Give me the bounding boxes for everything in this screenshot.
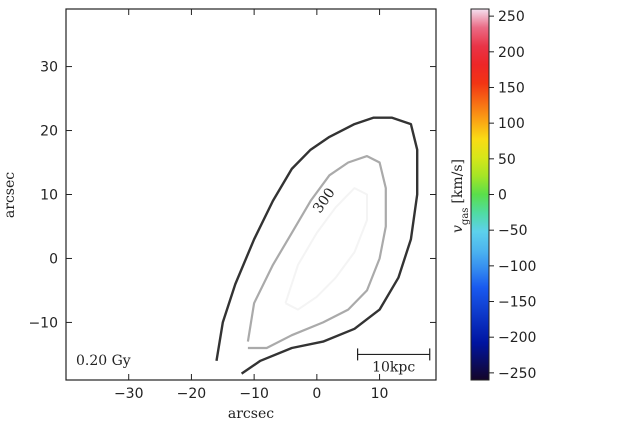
plot-area: −30 −20 −10 0 10 −10 0 10 20 30 30 0 0.20 Gy 10kp… bbox=[28, 8, 437, 402]
colorbar-label-unit: [km/s] bbox=[450, 159, 466, 204]
colorbar-tick-label: 0 bbox=[498, 188, 507, 204]
colorbar-tick-label: 200 bbox=[498, 45, 525, 61]
colorbar-tick-label: 250 bbox=[498, 9, 525, 25]
colorbar-tick-label: 50 bbox=[498, 152, 516, 168]
y-tick-label: 30 bbox=[40, 60, 58, 76]
colorbar-label-sub: gas bbox=[460, 208, 471, 226]
y-tick-label: 20 bbox=[40, 124, 58, 140]
colorbar-tick-label: −250 bbox=[498, 366, 536, 382]
colorbar: 250 200 150 100 50 0 −50 −100 −150 −200 −250 vgas [… bbox=[450, 8, 536, 382]
y-tick-label: 0 bbox=[49, 251, 58, 267]
colorbar-ticks: 250 200 150 100 50 0 −50 −100 −150 −200 −250 bbox=[489, 9, 536, 382]
contour-white bbox=[284, 187, 368, 311]
contour-white-small bbox=[338, 209, 353, 228]
colorbar-tick-label: 150 bbox=[498, 80, 525, 96]
colorbar-tick-label: −50 bbox=[498, 223, 528, 239]
x-tick-label: −30 bbox=[114, 386, 144, 402]
x-tick-label: −10 bbox=[239, 386, 269, 402]
y-axis-ticks: −10 0 10 20 30 bbox=[28, 60, 436, 331]
x-axis-ticks: −30 −20 −10 0 10 bbox=[114, 9, 389, 402]
y-tick-label: 10 bbox=[40, 188, 58, 204]
colorbar-gradient bbox=[470, 8, 490, 381]
colorbar-tick-label: −200 bbox=[498, 330, 536, 346]
colorbar-tick-label: −150 bbox=[498, 295, 536, 311]
colorbar-tick-label: −100 bbox=[498, 259, 536, 275]
scale-bar: 10kpc bbox=[357, 348, 431, 375]
contour-light bbox=[246, 155, 387, 350]
mass-contours bbox=[215, 116, 419, 375]
contour-dark bbox=[215, 116, 419, 375]
time-annotation: 0.20 Gy bbox=[76, 353, 131, 369]
y-axis-label: arcsec bbox=[2, 172, 18, 218]
colorbar-label: vgas [km/s] bbox=[450, 159, 471, 233]
y-tick-label: −10 bbox=[28, 315, 58, 331]
scale-bar-label: 10kpc bbox=[372, 359, 415, 375]
x-tick-label: 10 bbox=[371, 386, 389, 402]
colorbar-tick-label: 100 bbox=[498, 116, 525, 132]
x-tick-label: 0 bbox=[312, 386, 321, 402]
x-axis-label: arcsec bbox=[228, 406, 274, 422]
x-tick-label: −20 bbox=[177, 386, 207, 402]
colorbar-label-main: v bbox=[450, 225, 466, 233]
